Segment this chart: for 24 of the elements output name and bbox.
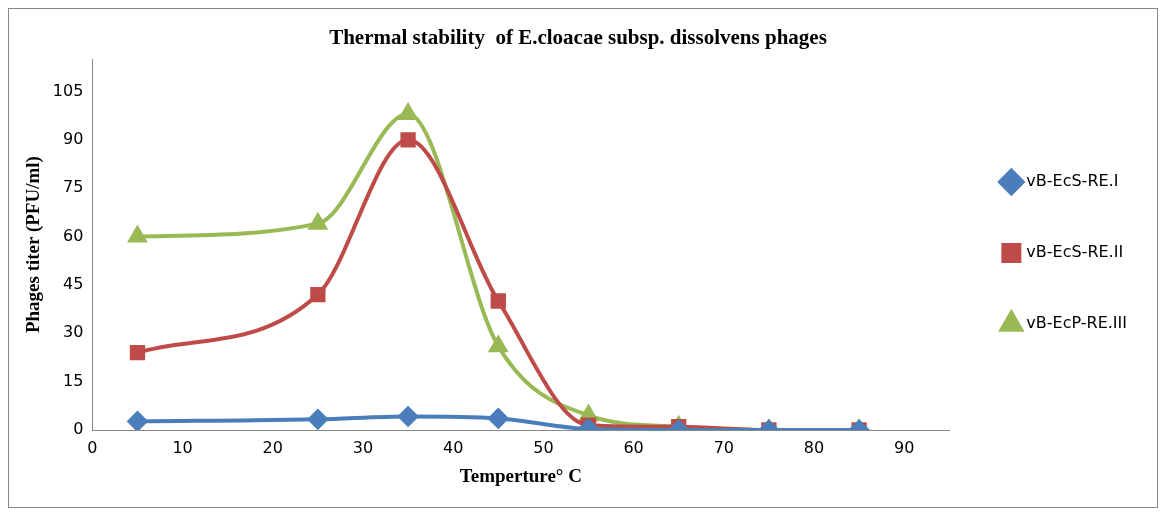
x-tick-label: 0 bbox=[87, 437, 98, 457]
x-tick-label: 10 bbox=[172, 437, 193, 457]
x-tick-label: 70 bbox=[713, 437, 734, 457]
y-tick-label: 15 bbox=[62, 370, 84, 390]
y-tick-label: 0 bbox=[73, 419, 84, 439]
y-tick-label: 75 bbox=[62, 177, 84, 197]
x-axis-title: Temperture° C bbox=[459, 464, 582, 486]
legend-label: vB-EcS-RE.II bbox=[1026, 242, 1124, 262]
x-tick-label: 20 bbox=[262, 437, 283, 457]
x-tick-label: 40 bbox=[443, 437, 464, 457]
x-tick-label: 90 bbox=[894, 437, 915, 457]
y-tick-label: 45 bbox=[62, 274, 84, 294]
y-tick-label: 90 bbox=[62, 128, 84, 148]
x-tick-label: 60 bbox=[623, 437, 644, 457]
y-tick-label: 105 bbox=[52, 80, 84, 100]
x-tick-label: 80 bbox=[803, 437, 825, 457]
y-tick-label: 30 bbox=[62, 322, 84, 342]
chart-title: Thermal stability of E.cloacae subsp. dissolvens phages bbox=[329, 25, 827, 50]
x-tick-label: 30 bbox=[352, 437, 374, 457]
x-tick-label: 50 bbox=[533, 437, 554, 457]
y-tick-label: 60 bbox=[62, 225, 84, 245]
legend-label: vB-EcP-RE.III bbox=[1026, 313, 1128, 333]
y-axis-title: Phages titer (PFU/ml) bbox=[22, 156, 45, 334]
legend-label: vB-EcS-RE.I bbox=[1026, 171, 1119, 191]
